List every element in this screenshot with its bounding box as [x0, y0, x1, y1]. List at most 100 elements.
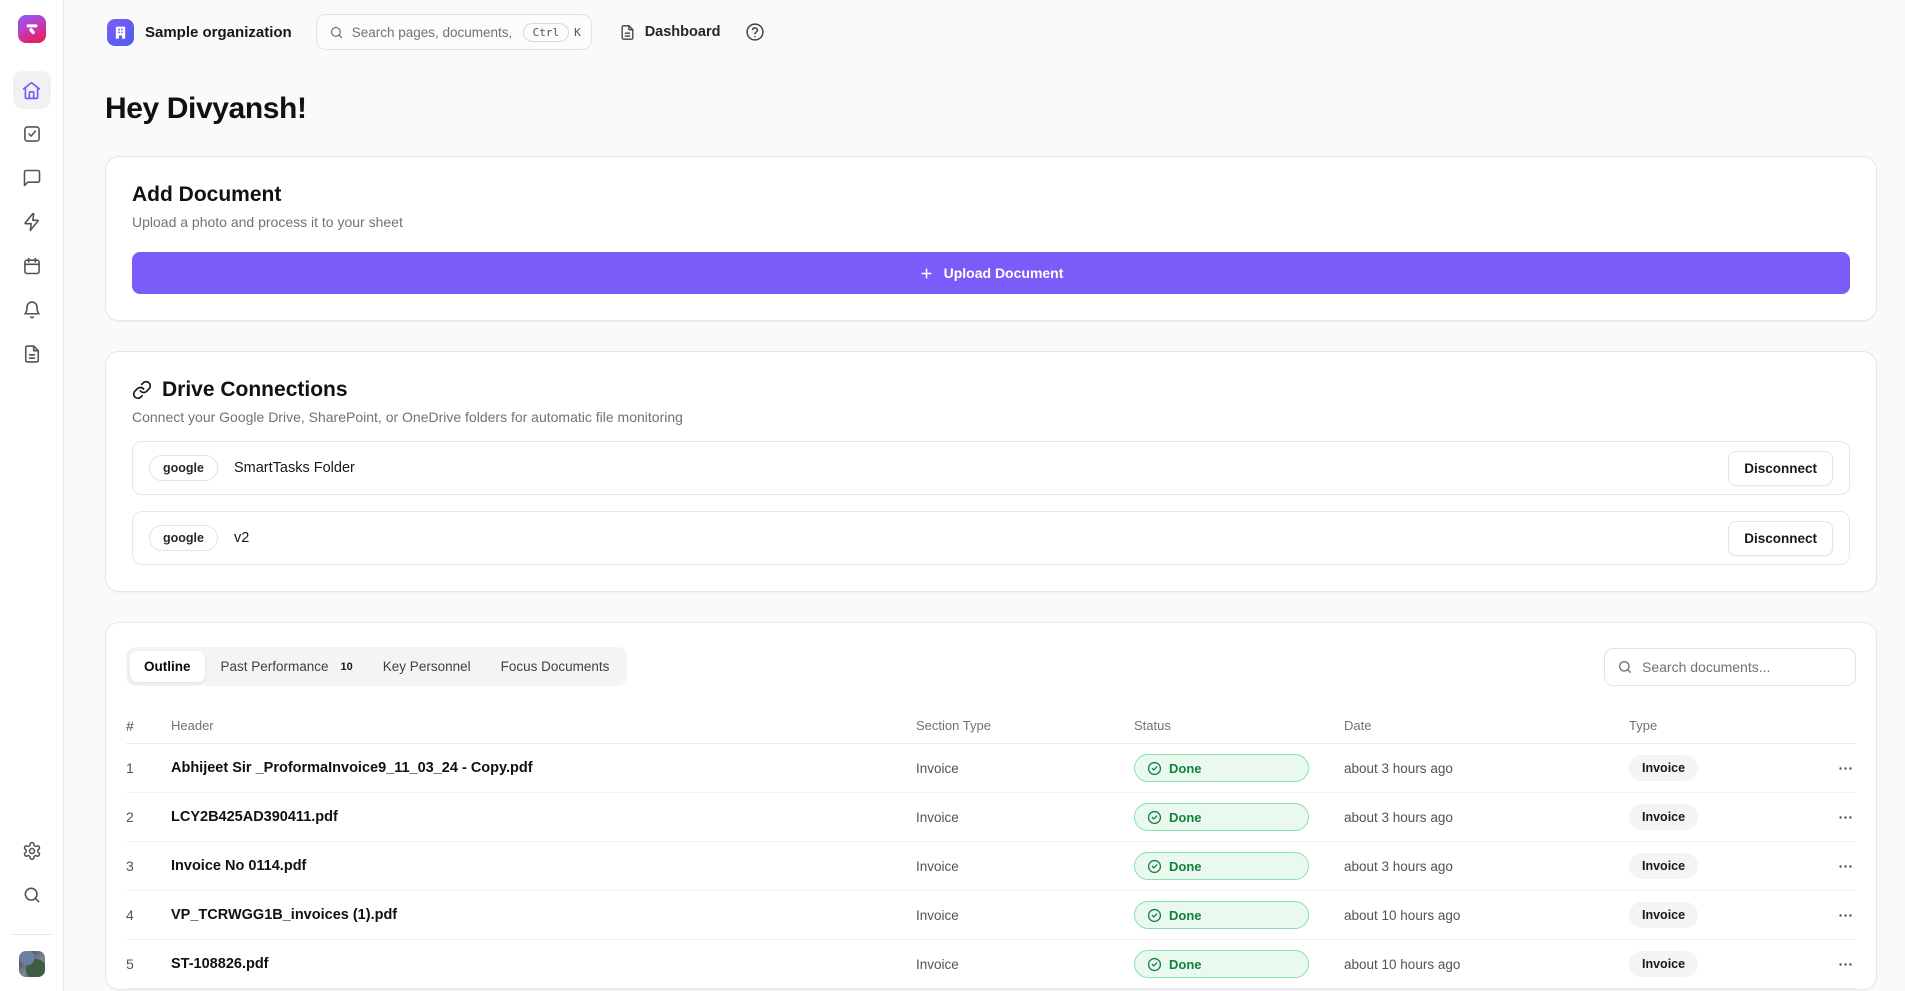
- search-icon: [330, 26, 342, 38]
- row-more-button[interactable]: [1835, 903, 1856, 928]
- ellipsis-icon: [1839, 962, 1852, 966]
- sidebar-bottom: [11, 832, 52, 977]
- upload-document-label: Upload Document: [943, 265, 1064, 281]
- column-status: Status: [1134, 718, 1171, 733]
- user-avatar[interactable]: [18, 951, 45, 977]
- check-circle-icon: [1147, 908, 1162, 922]
- calendar-icon: [23, 257, 40, 275]
- column-type: Type: [1629, 718, 1658, 733]
- check-circle-icon: [1147, 810, 1162, 824]
- document-name[interactable]: Invoice No 0114.pdf: [171, 858, 307, 874]
- document-date: about 3 hours ago: [1344, 760, 1453, 776]
- tab-focus-documents[interactable]: Focus Documents: [487, 651, 624, 682]
- tab-key-personnel[interactable]: Key Personnel: [369, 651, 485, 682]
- tab-label: Focus Documents: [500, 659, 610, 674]
- chat-icon: [23, 169, 40, 187]
- row-more-button[interactable]: [1835, 805, 1856, 830]
- row-more-button[interactable]: [1835, 952, 1856, 977]
- document-date: about 3 hours ago: [1344, 858, 1453, 874]
- row-more-button[interactable]: [1835, 756, 1856, 781]
- dashboard-label: Dashboard: [644, 24, 721, 40]
- bell-icon: [23, 301, 40, 319]
- table-row[interactable]: 3 Invoice No 0114.pdf Invoice Done about…: [126, 842, 1856, 891]
- row-number: 2: [126, 809, 134, 825]
- status-label: Done: [1169, 907, 1202, 923]
- documents-search-input[interactable]: Search documents...: [1604, 647, 1856, 686]
- section-type: Invoice: [916, 907, 959, 923]
- sidebar-item-home[interactable]: [12, 71, 51, 109]
- status-badge: Done: [1134, 950, 1309, 978]
- search-icon: [24, 887, 39, 903]
- provider-badge: google: [149, 455, 218, 481]
- document-name[interactable]: LCY2B425AD390411.pdf: [171, 809, 338, 825]
- document-name[interactable]: ST-108826.pdf: [171, 956, 269, 972]
- status-label: Done: [1169, 809, 1202, 825]
- provider-badge: google: [149, 525, 218, 551]
- documents-table: # Header Section Type Status Date Type 1…: [126, 708, 1856, 989]
- tab-label: Outline: [144, 659, 191, 674]
- type-badge: Invoice: [1629, 853, 1699, 879]
- file-icon: [24, 345, 39, 363]
- row-number: 4: [126, 907, 134, 923]
- help-icon: [746, 23, 765, 41]
- plus-icon: [920, 267, 932, 279]
- link-icon: [132, 380, 152, 400]
- tab-past-performance[interactable]: Past Performance 10: [207, 651, 367, 682]
- check-square-icon: [23, 126, 40, 142]
- sidebar-item-search[interactable]: [13, 876, 51, 914]
- status-label: Done: [1169, 760, 1202, 776]
- app-logo[interactable]: [17, 15, 46, 43]
- sidebar-item-documents[interactable]: [13, 335, 51, 373]
- sidebar-item-calendar[interactable]: [13, 247, 51, 285]
- organization-icon[interactable]: [107, 18, 134, 46]
- row-more-button[interactable]: [1835, 854, 1856, 879]
- table-row[interactable]: 1 Abhijeet Sir _ProformaInvoice9_11_03_2…: [126, 744, 1856, 793]
- sidebar-item-notifications[interactable]: [13, 291, 51, 329]
- section-type: Invoice: [916, 809, 959, 825]
- ellipsis-icon: [1839, 913, 1852, 917]
- document-date: about 3 hours ago: [1344, 809, 1453, 825]
- tab-label: Past Performance: [220, 659, 329, 674]
- upload-document-button[interactable]: Upload Document: [132, 252, 1850, 294]
- column-section-type: Section Type: [916, 718, 991, 733]
- row-number: 5: [126, 956, 134, 972]
- column-num: #: [126, 717, 134, 734]
- table-row[interactable]: 2 LCY2B425AD390411.pdf Invoice Done abou…: [126, 793, 1856, 842]
- sidebar-item-settings[interactable]: [13, 832, 51, 870]
- check-circle-icon: [1147, 761, 1162, 775]
- table-row[interactable]: 4 VP_TCRWGG1B_invoices (1).pdf Invoice D…: [126, 891, 1856, 940]
- type-badge: Invoice: [1629, 902, 1699, 928]
- logo-glyph: [26, 24, 37, 35]
- home-icon: [22, 81, 41, 99]
- sidebar-item-tasks[interactable]: [13, 115, 51, 153]
- drive-connections-title: Drive Connections: [162, 378, 348, 401]
- row-number: 1: [126, 760, 134, 776]
- help-button[interactable]: [745, 22, 765, 42]
- sidebar-item-chat[interactable]: [13, 159, 51, 197]
- dashboard-link[interactable]: Dashboard: [619, 24, 721, 41]
- tab-outline[interactable]: Outline: [130, 651, 205, 682]
- document-name[interactable]: VP_TCRWGG1B_invoices (1).pdf: [171, 907, 398, 923]
- sidebar-item-automations[interactable]: [13, 203, 51, 241]
- document-name[interactable]: Abhijeet Sir _ProformaInvoice9_11_03_24 …: [171, 760, 533, 776]
- section-type: Invoice: [916, 956, 959, 972]
- search-icon: [1619, 660, 1631, 673]
- disconnect-button[interactable]: Disconnect: [1728, 450, 1833, 486]
- document-date: about 10 hours ago: [1344, 907, 1461, 923]
- table-row[interactable]: 5 ST-108826.pdf Invoice Done about 10 ho…: [126, 940, 1856, 989]
- row-number: 3: [126, 858, 134, 874]
- shortcut-ctrl-badge: Ctrl: [522, 22, 570, 42]
- status-badge: Done: [1134, 803, 1309, 831]
- add-document-title: Add Document: [132, 183, 282, 206]
- disconnect-button[interactable]: Disconnect: [1728, 520, 1833, 556]
- status-label: Done: [1169, 858, 1202, 874]
- document-date: about 10 hours ago: [1344, 956, 1461, 972]
- connection-row: google v2 Disconnect: [132, 511, 1850, 565]
- lightning-icon: [23, 212, 39, 232]
- page-title: Hey Divyansh!: [105, 92, 307, 125]
- top-header: Sample organization Search pages, docume…: [64, 0, 1905, 64]
- global-search-input[interactable]: Search pages, documents, Ctrl K: [315, 14, 592, 50]
- ellipsis-icon: [1839, 864, 1852, 868]
- connection-name: v2: [233, 530, 250, 546]
- global-search-placeholder: Search pages, documents,: [351, 24, 513, 40]
